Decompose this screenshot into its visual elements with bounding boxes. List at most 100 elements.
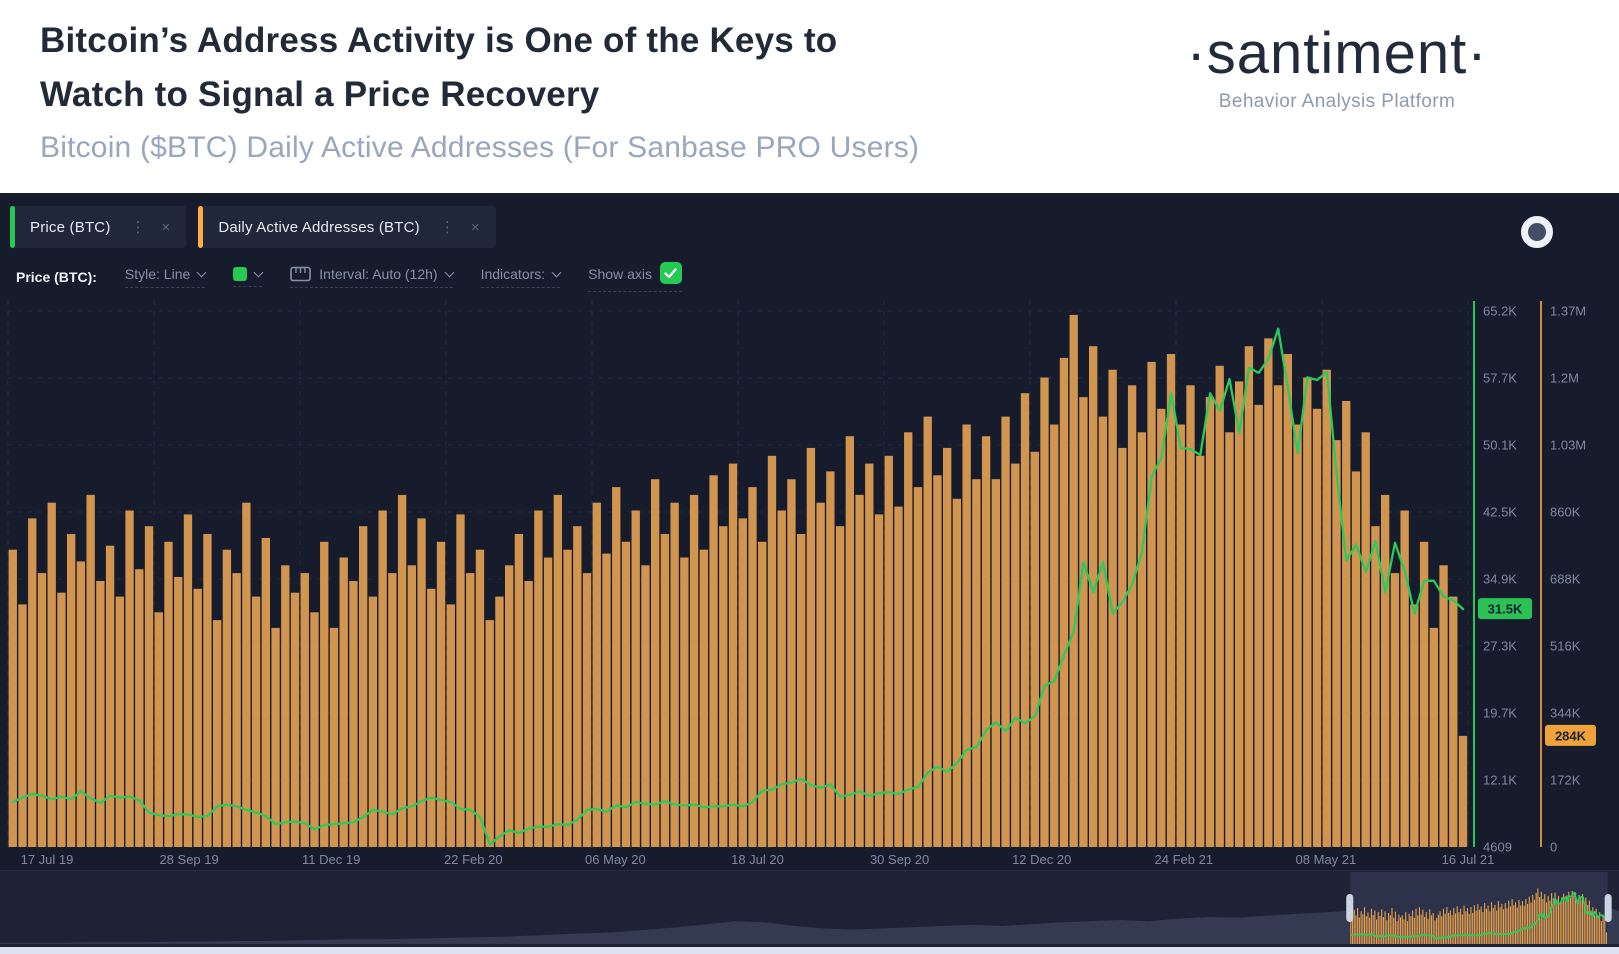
daa-axis-tick: 1.03M <box>1550 438 1586 453</box>
navigator-daa-bar <box>1408 913 1410 944</box>
navigator-price-line <box>1350 891 1608 940</box>
navigator-daa-bar <box>1432 912 1434 944</box>
close-icon[interactable]: × <box>470 218 480 236</box>
daa-bar <box>1235 381 1244 847</box>
navigator-daa-bar <box>1489 911 1491 944</box>
navigator-daa-bar <box>1355 915 1357 944</box>
daa-axis-tick: 688K <box>1550 572 1581 587</box>
navigator-daa-bar <box>1573 895 1575 944</box>
daa-bar <box>923 416 932 847</box>
navigator-daa-bar <box>1511 899 1513 944</box>
daa-bar <box>933 475 942 847</box>
daa-bar <box>962 424 971 847</box>
kebab-menu-icon[interactable]: ⋮ <box>439 218 455 236</box>
navigator-minimap[interactable] <box>0 870 1619 947</box>
daa-bar <box>835 526 845 847</box>
daa-bar <box>767 455 777 847</box>
interval-dropdown-label: Interval: Auto (12h) <box>319 266 438 282</box>
daa-bar <box>105 545 115 847</box>
style-dropdown[interactable]: Style: Line <box>124 266 207 288</box>
daa-bar <box>826 471 835 847</box>
navigator-daa-bar <box>1382 917 1384 944</box>
daa-bar <box>18 604 27 847</box>
daa-axis-tick: 1.37M <box>1550 304 1586 319</box>
show-axis-label: Show axis <box>588 266 652 282</box>
navigator-daa-bar <box>1410 916 1412 944</box>
price-axis-tick: 57.7K <box>1483 371 1517 386</box>
bottom-scroll-strip <box>0 947 1619 954</box>
daa-bar <box>748 487 757 847</box>
daa-bar <box>222 549 232 847</box>
price-current-badge <box>1478 598 1532 620</box>
navigator-daa-bar <box>1386 920 1388 944</box>
daa-bar <box>388 573 397 847</box>
daa-bar <box>359 526 368 847</box>
price-current-badge-label: 31.5K <box>1488 602 1523 617</box>
navigator-right-handle[interactable] <box>1604 894 1612 922</box>
chart-toolbar: Price (BTC): Style: Line Interval: Auto … <box>16 262 682 292</box>
tab-daily-active-addresses-btc[interactable]: Daily Active Addresses (BTC) ⋮ × <box>198 206 496 248</box>
navigator-daa-bar <box>1389 915 1391 944</box>
navigator-daa-bar <box>1530 902 1532 944</box>
daa-bar <box>1215 365 1224 847</box>
indicators-dropdown[interactable]: Indicators: <box>480 266 562 288</box>
navigator-daa-bar <box>1552 898 1554 944</box>
daa-axis-tick: 860K <box>1550 505 1581 520</box>
daa-bar <box>251 596 261 847</box>
show-axis-checkbox[interactable] <box>659 262 682 284</box>
navigator-daa-bar <box>1384 911 1386 944</box>
show-axis-toggle[interactable]: Show axis <box>588 262 682 292</box>
navigator-daa-bar <box>1545 902 1548 944</box>
daa-bar <box>164 541 173 847</box>
tab-label: Daily Active Addresses (BTC) <box>218 218 420 236</box>
daa-bar <box>991 479 1000 847</box>
navigator-daa-bar <box>1508 900 1510 944</box>
interval-dropdown[interactable]: Interval: Auto (12h) <box>290 266 455 288</box>
color-picker[interactable] <box>233 267 264 287</box>
tab-price-btc[interactable]: Price (BTC) ⋮ × <box>10 206 187 248</box>
navigator-daa-bar <box>1604 917 1606 944</box>
daa-bar <box>1332 440 1341 847</box>
color-swatch <box>233 267 248 281</box>
daa-axis-tick: 516K <box>1550 639 1581 654</box>
daa-bar <box>602 553 611 847</box>
daa-bar <box>709 475 718 847</box>
daa-bar <box>505 565 514 847</box>
main-chart: 65.2K 57.7K 50.1K 42.5K 34.9K 27.3K 19.7K 12.1K… <box>7 301 1596 867</box>
daa-bar <box>1371 526 1380 847</box>
daa-bar <box>1264 338 1273 847</box>
navigator-daa-bar <box>1544 894 1546 944</box>
navigator-daa-bar <box>1444 913 1446 944</box>
navigator-left-handle[interactable] <box>1346 894 1354 922</box>
navigator-daa-bar <box>1396 921 1398 944</box>
daa-bar <box>1118 447 1127 847</box>
kebab-menu-icon[interactable]: ⋮ <box>130 218 146 236</box>
navigator-daa-bar <box>1547 895 1549 944</box>
daa-bar <box>641 565 650 847</box>
daa-bar <box>728 463 738 847</box>
navigator-daa-bar <box>1557 895 1560 944</box>
daa-bar <box>300 573 309 847</box>
close-icon[interactable]: × <box>161 218 171 236</box>
navigator-daa-bar <box>1360 911 1362 944</box>
daa-bar <box>806 447 816 847</box>
daa-bar <box>1020 393 1030 847</box>
daa-bar <box>1429 627 1438 847</box>
daa-bar <box>943 447 952 847</box>
navigator-daa-bar <box>1551 893 1553 944</box>
navigator-daa-bar <box>1539 897 1541 944</box>
daa-bar <box>553 494 562 847</box>
daa-bar <box>1186 385 1195 847</box>
daa-bar <box>8 549 17 847</box>
daa-bar <box>86 494 95 847</box>
navigator-daa-bar <box>1585 897 1587 944</box>
navigator-daa-bar <box>1580 898 1582 944</box>
daa-bar <box>543 557 553 847</box>
navigator-daa-bar <box>1521 901 1523 944</box>
navigator-daa-bar <box>1451 915 1453 944</box>
navigator-daa-bar <box>1484 903 1486 944</box>
record-indicator-button[interactable] <box>1521 216 1553 248</box>
daa-bar <box>1166 354 1176 847</box>
price-axis-tick: 34.9K <box>1483 572 1517 587</box>
navigator-daa-bar <box>1381 909 1383 944</box>
